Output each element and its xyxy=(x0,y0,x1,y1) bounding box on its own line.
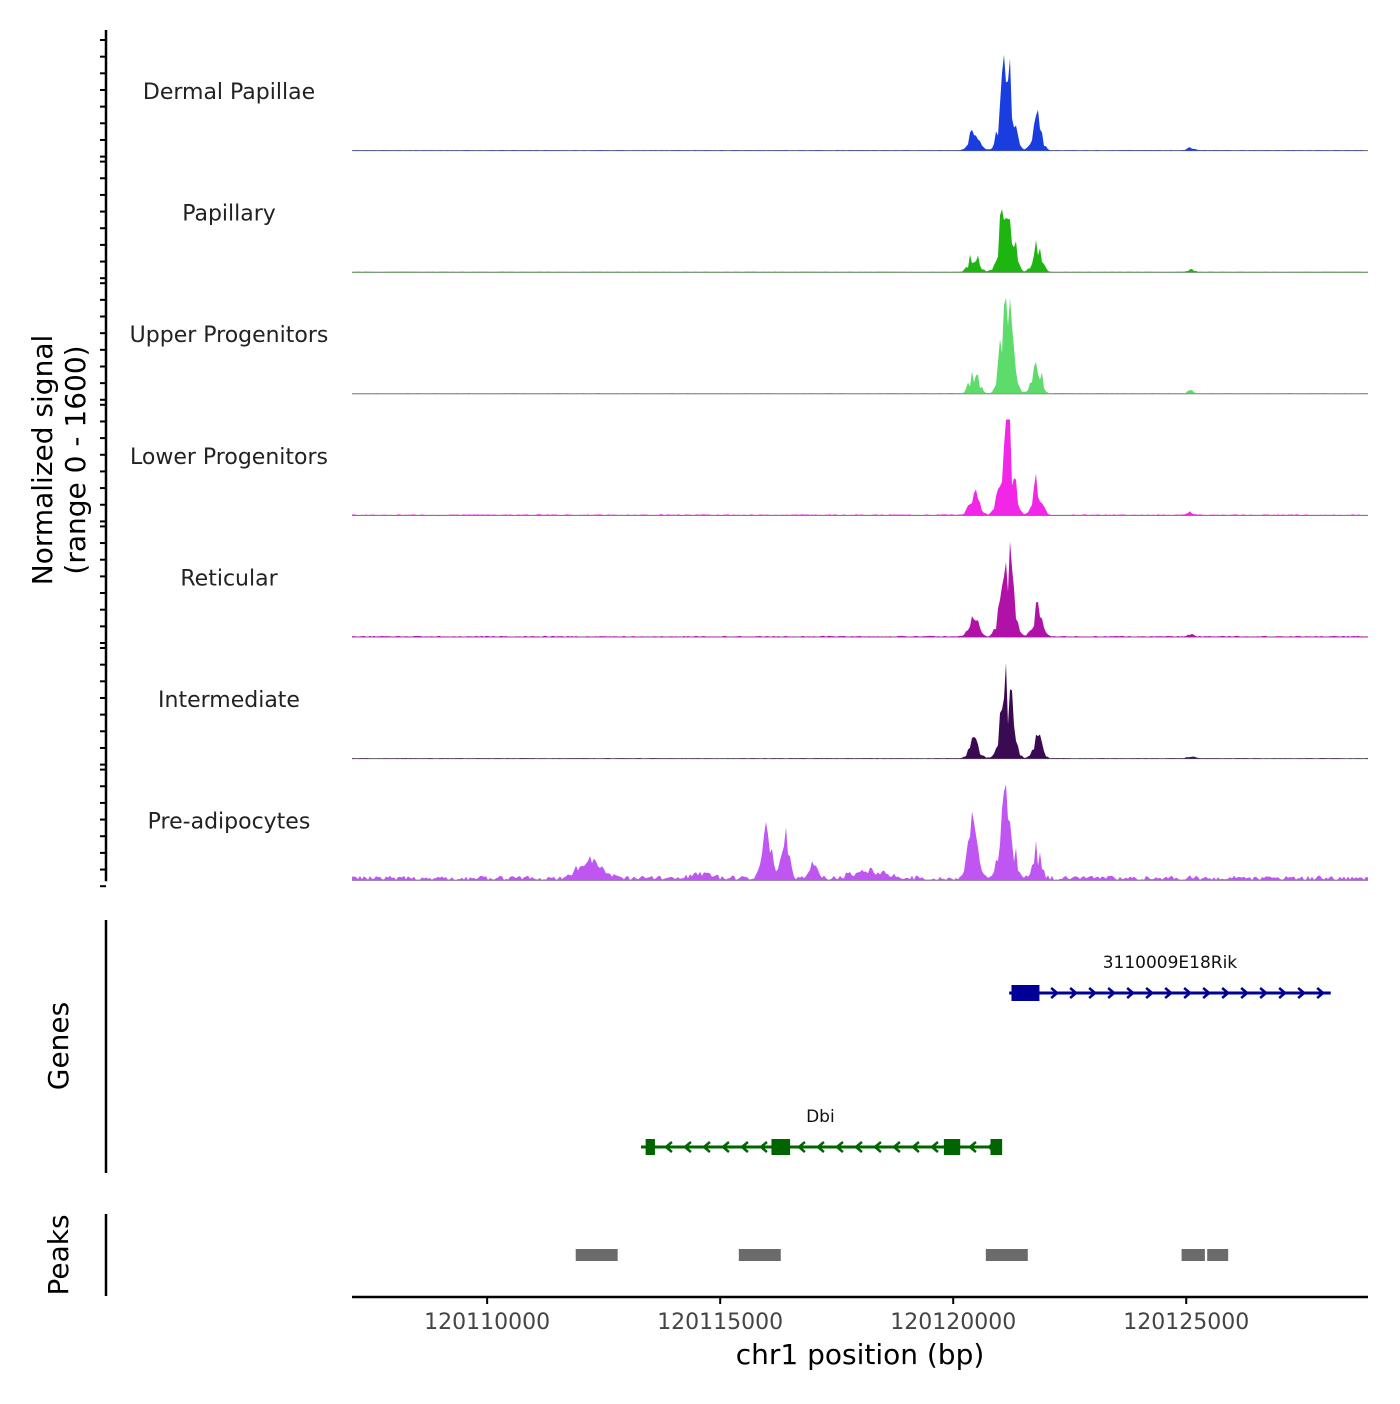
track-label: Lower Progenitors xyxy=(130,445,328,470)
strand-arrow xyxy=(1240,987,1250,999)
strand-arrow xyxy=(1221,987,1231,999)
gene-exon xyxy=(645,1139,655,1155)
strand-arrow xyxy=(1107,987,1117,999)
peak-region xyxy=(985,1249,1028,1261)
strand-arrow xyxy=(1164,987,1174,999)
strand-arrow xyxy=(911,1141,920,1153)
peak-region xyxy=(1207,1249,1229,1261)
x-tick-label: 120115000 xyxy=(657,1310,783,1335)
x-axis-title: chr1 position (bp) xyxy=(736,1338,985,1371)
strand-arrow xyxy=(759,1141,768,1153)
track-label: Papillary xyxy=(182,202,276,227)
gene-exon xyxy=(1011,985,1040,1001)
strand-arrow xyxy=(721,1141,730,1153)
track-label: Dermal Papillae xyxy=(143,80,315,105)
strand-arrow xyxy=(1297,987,1307,999)
strand-arrow xyxy=(854,1141,863,1153)
strand-arrow xyxy=(1183,987,1193,999)
gene-label: 3110009E18Rik xyxy=(1103,953,1238,973)
x-tick-label: 120110000 xyxy=(424,1310,550,1335)
peak-region xyxy=(738,1249,781,1261)
gene-label: Dbi xyxy=(806,1107,835,1127)
x-tick-label: 120125000 xyxy=(1123,1310,1249,1335)
strand-arrow xyxy=(873,1141,882,1153)
y-axis-title-line2: (range 0 - 1600) xyxy=(59,345,92,574)
y-axis-title-line1: Normalized signal xyxy=(26,335,59,586)
strand-arrow xyxy=(740,1141,749,1153)
track-label: Reticular xyxy=(180,566,278,591)
strand-arrow xyxy=(1202,987,1212,999)
strand-arrow xyxy=(1316,987,1326,999)
x-tick-label: 120120000 xyxy=(890,1310,1016,1335)
peak-region xyxy=(575,1249,618,1261)
strand-arrow xyxy=(1259,987,1269,999)
coverage-area xyxy=(352,209,1368,273)
strand-arrow xyxy=(1088,987,1098,999)
coverage-area xyxy=(352,541,1368,637)
track-label: Intermediate xyxy=(158,688,300,713)
track-label: Pre-adipocytes xyxy=(148,810,311,835)
coverage-area xyxy=(352,297,1368,394)
strand-arrow xyxy=(683,1141,692,1153)
track-label: Upper Progenitors xyxy=(130,323,329,348)
strand-arrow xyxy=(1278,987,1288,999)
strand-arrow xyxy=(702,1141,711,1153)
strand-arrow xyxy=(1069,987,1079,999)
strand-arrow xyxy=(1050,987,1060,999)
strand-arrow xyxy=(1145,987,1155,999)
coverage-area xyxy=(352,662,1368,759)
strand-arrow xyxy=(664,1141,673,1153)
gene-exon xyxy=(990,1139,1003,1155)
gene-exon xyxy=(771,1139,791,1155)
peak-region xyxy=(1181,1249,1205,1261)
coverage-area xyxy=(352,784,1368,881)
strand-arrow xyxy=(1126,987,1136,999)
gene-exon xyxy=(943,1139,961,1155)
strand-arrow xyxy=(816,1141,825,1153)
coverage-area xyxy=(352,419,1368,516)
strand-arrow xyxy=(797,1141,806,1153)
peaks-panel-label: Peaks xyxy=(42,1214,75,1295)
strand-arrow xyxy=(835,1141,844,1153)
strand-arrow xyxy=(892,1141,901,1153)
strand-arrow xyxy=(968,1141,977,1153)
genes-panel-label: Genes xyxy=(42,1002,75,1090)
coverage-area xyxy=(352,54,1368,151)
strand-arrow xyxy=(930,1141,939,1153)
